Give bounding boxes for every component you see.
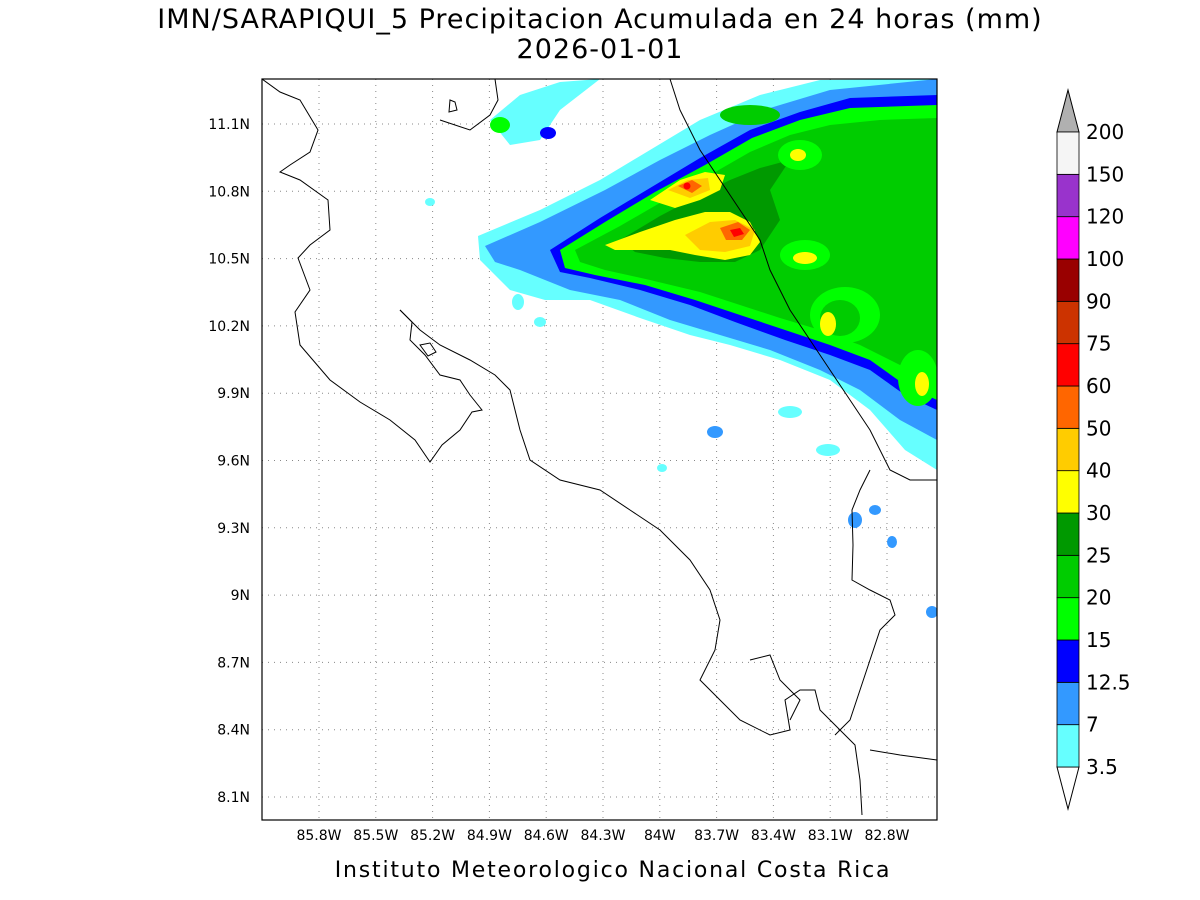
precip-cell-ne-20mm — [720, 105, 780, 125]
longitude-labels: 85.8W 85.5W 85.2W 84.9W 84.6W 84.3W 84W 83.7W 83… — [296, 828, 909, 844]
precip-cell-east2-30mm — [915, 372, 929, 396]
colorbar-swatch — [1056, 300, 1080, 345]
latitude-tick-label: 10.5N — [208, 252, 250, 268]
colorbar-level-label: 3.5 — [1086, 755, 1118, 779]
precip-cell-scatter-3-5mm — [425, 198, 435, 206]
precip-band-60mm — [730, 228, 744, 237]
lake-island — [419, 342, 437, 357]
precip-cell-scatter-3-5mm — [778, 406, 802, 418]
latitude-tick-label: 10.2N — [208, 319, 250, 335]
colorbar-level-label: 12.5 — [1086, 670, 1131, 694]
colorbar: 3.5 7 12.5 15 20 25 30 40 50 60 75 90 100 120 150 200 — [1056, 88, 1131, 811]
precip-cell-scatter-3-5mm — [534, 317, 546, 327]
latitude-tick-label: 10.8N — [208, 184, 250, 200]
colorbar-swatch — [1056, 554, 1080, 599]
costa-rica-caribbean-coast — [669, 79, 937, 481]
longitude-tick-label: 85.8W — [296, 828, 341, 844]
colorbar-level-label: 50 — [1086, 416, 1111, 440]
colorbar-level-label: 150 — [1086, 162, 1124, 186]
colorbar-level-label: 100 — [1086, 247, 1124, 271]
precip-cell-east-30mm — [820, 312, 836, 336]
colorbar-swatch — [1056, 343, 1080, 387]
panama-coast — [869, 749, 937, 761]
precip-cell-scatter-3-5mm — [707, 426, 723, 438]
osa-peninsula — [749, 654, 801, 721]
colorbar-level-label: 7 — [1086, 713, 1099, 737]
latitude-tick-label: 8.1N — [217, 790, 250, 806]
precip-cell-scatter-3-5mm — [512, 294, 524, 310]
longitude-tick-label: 83.4W — [751, 828, 796, 844]
colorbar-level-label: 25 — [1086, 543, 1111, 567]
latitude-tick-label: 9.3N — [217, 521, 250, 537]
colorbar-level-label: 75 — [1086, 332, 1111, 356]
precip-band-3-5mm-north — [490, 79, 600, 145]
colorbar-swatch — [1056, 385, 1080, 429]
colorbar-level-label: 90 — [1086, 289, 1111, 313]
latitude-tick-label: 8.4N — [217, 723, 250, 739]
precip-cell-ne2-30mm — [793, 252, 817, 264]
colorbar-over-triangle — [1056, 88, 1080, 133]
lake-island-north — [448, 99, 458, 113]
plot-frame — [261, 78, 938, 821]
precip-cell-ne-30mm — [790, 149, 806, 161]
colorbar-swatch — [1056, 512, 1080, 556]
colorbar-level-label: 30 — [1086, 501, 1111, 525]
colorbar-level-label: 40 — [1086, 459, 1111, 483]
panama-border — [834, 469, 896, 736]
precip-cell-scatter-3-5mm — [869, 505, 881, 515]
longitude-tick-label: 83.7W — [694, 828, 739, 844]
colorbar-level-label: 60 — [1086, 374, 1111, 398]
precip-cell-n2-12mm — [540, 127, 556, 139]
longitude-tick-label: 83.1W — [808, 828, 853, 844]
longitude-tick-label: 85.5W — [353, 828, 398, 844]
colorbar-swatch — [1056, 597, 1080, 641]
latitude-tick-label: 9.9N — [217, 386, 250, 402]
precip-cell-60mm-north — [683, 182, 691, 190]
nicaragua-border — [439, 79, 499, 131]
precip-cell-scatter-3-5mm — [926, 606, 937, 618]
longitude-tick-label: 84.3W — [580, 828, 625, 844]
precip-cell-scatter-3-5mm — [848, 512, 862, 528]
longitude-tick-label: 84W — [644, 828, 676, 844]
longitude-tick-label: 82.8W — [864, 828, 909, 844]
colorbar-swatch — [1056, 681, 1080, 726]
longitude-tick-label: 84.9W — [467, 828, 512, 844]
precipitation-field — [425, 79, 937, 618]
colorbar-level-label: 20 — [1086, 586, 1111, 610]
colorbar-level-label: 15 — [1086, 628, 1111, 652]
colorbar-swatch — [1056, 639, 1080, 683]
colorbar-swatch — [1056, 173, 1080, 218]
coastlines — [262, 79, 937, 816]
latitude-tick-label: 11.1N — [208, 117, 250, 133]
colorbar-swatch — [1056, 724, 1080, 768]
colorbar-under-triangle — [1056, 766, 1080, 811]
precip-cell-scatter-3-5mm — [657, 464, 667, 472]
map-title: IMN/SARAPIQUI_5 Precipitacion Acumulada … — [157, 4, 1043, 35]
map-date: 2026-01-01 — [516, 34, 684, 65]
nicaragua-coast — [262, 79, 483, 463]
colorbar-level-label: 120 — [1086, 205, 1124, 229]
precip-cell-scatter-3-5mm — [887, 536, 897, 548]
latitude-tick-label: 8.7N — [217, 655, 250, 671]
latitude-labels: 11.1N 10.8N 10.5N 10.2N 9.9N 9.6N 9.3N 9N 8.7N 8.… — [208, 117, 250, 806]
colorbar-swatch — [1056, 258, 1080, 302]
colorbar-swatch — [1056, 427, 1080, 472]
colorbar-swatch — [1056, 216, 1080, 260]
costa-rica-pacific-coast — [399, 309, 863, 816]
longitude-tick-label: 84.6W — [524, 828, 569, 844]
colorbar-swatch — [1056, 131, 1080, 175]
colorbar-swatch — [1056, 470, 1080, 514]
colorbar-level-label: 200 — [1086, 120, 1124, 144]
longitude-tick-label: 85.2W — [410, 828, 455, 844]
footer-credit: Instituto Meteorologico Nacional Costa R… — [334, 858, 892, 883]
latitude-tick-label: 9N — [231, 588, 250, 604]
precip-cell-n-15mm — [490, 117, 510, 133]
latitude-tick-label: 9.6N — [217, 454, 250, 470]
precip-cell-scatter-3-5mm — [816, 444, 840, 456]
